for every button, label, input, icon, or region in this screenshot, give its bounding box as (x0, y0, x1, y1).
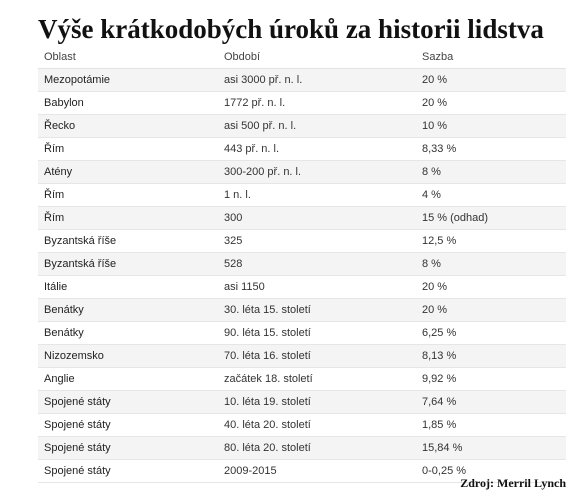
header-row: Oblast Období Sazba (38, 46, 566, 69)
cell-period: 1772 př. n. l. (218, 91, 416, 115)
cell-period: 90. léta 15. století (218, 321, 416, 345)
table-row: Řím 443 př. n. l. 8,33 % (38, 137, 566, 161)
table-row: Benátky 30. léta 15. století 20 % (38, 298, 566, 322)
cell-period: 300-200 př. n. l. (218, 160, 416, 184)
cell-rate: 4 % (416, 183, 566, 207)
cell-period: 528 (218, 252, 416, 276)
cell-region: Řím (38, 206, 218, 230)
cell-period: 40. léta 20. století (218, 413, 416, 437)
cell-period: asi 3000 př. n. l. (218, 68, 416, 92)
table-row: Byzantská říše 325 12,5 % (38, 229, 566, 253)
cell-period: 2009-2015 (218, 459, 416, 483)
cell-period: 443 př. n. l. (218, 137, 416, 161)
cell-rate: 9,92 % (416, 367, 566, 391)
table-row: Itálie asi 1150 20 % (38, 275, 566, 299)
cell-period: 10. léta 19. století (218, 390, 416, 414)
cell-period: 325 (218, 229, 416, 253)
cell-rate: 15,84 % (416, 436, 566, 460)
cell-region: Anglie (38, 367, 218, 391)
cell-period: asi 500 př. n. l. (218, 114, 416, 138)
column-header-period: Období (218, 46, 416, 69)
cell-rate: 7,64 % (416, 390, 566, 414)
cell-rate: 6,25 % (416, 321, 566, 345)
cell-rate: 20 % (416, 91, 566, 115)
cell-region: Benátky (38, 298, 218, 322)
table-row: Atény 300-200 př. n. l. 8 % (38, 160, 566, 184)
page-title: Výše krátkodobých úroků za historii lids… (38, 14, 544, 44)
cell-rate: 8 % (416, 160, 566, 184)
cell-region: Řím (38, 183, 218, 207)
cell-region: Benátky (38, 321, 218, 345)
table-body: Mezopotámie asi 3000 př. n. l. 20 % Babylon… (38, 68, 566, 483)
cell-period: začátek 18. století (218, 367, 416, 391)
cell-rate: 8 % (416, 252, 566, 276)
table-row: Spojené státy 2009-2015 0-0,25 % (38, 459, 566, 483)
table-row: Spojené státy 10. léta 19. století 7,64 % (38, 390, 566, 414)
table-row: Anglie začátek 18. století 9,92 % (38, 367, 566, 391)
cell-rate: 20 % (416, 298, 566, 322)
cell-rate: 0-0,25 % (416, 459, 566, 483)
cell-region: Nizozemsko (38, 344, 218, 368)
cell-region: Atény (38, 160, 218, 184)
source-credit: Zdroj: Merril Lynch (460, 476, 566, 490)
table-row: Spojené státy 40. léta 20. století 1,85 % (38, 413, 566, 437)
table-row: Řím 1 n. l. 4 % (38, 183, 566, 207)
interest-rate-table: Oblast Období Sazba Mezopotámie asi 3000 … (38, 46, 566, 483)
column-header-region: Oblast (38, 46, 218, 69)
cell-rate: 10 % (416, 114, 566, 138)
cell-region: Itálie (38, 275, 218, 299)
cell-rate: 1,85 % (416, 413, 566, 437)
cell-region: Spojené státy (38, 413, 218, 437)
cell-region: Byzantská říše (38, 252, 218, 276)
cell-period: 70. léta 16. století (218, 344, 416, 368)
table-row: Řecko asi 500 př. n. l. 10 % (38, 114, 566, 138)
table-row: Benátky 90. léta 15. století 6,25 % (38, 321, 566, 345)
cell-region: Spojené státy (38, 459, 218, 483)
cell-rate: 8,13 % (416, 344, 566, 368)
cell-region: Spojené státy (38, 436, 218, 460)
cell-rate: 20 % (416, 68, 566, 92)
cell-rate: 15 % (odhad) (416, 206, 566, 230)
cell-region: Babylon (38, 91, 218, 115)
table-row: Babylon 1772 př. n. l. 20 % (38, 91, 566, 115)
table-row: Řím 300 15 % (odhad) (38, 206, 566, 230)
table-row: Nizozemsko 70. léta 16. století 8,13 % (38, 344, 566, 368)
cell-region: Řecko (38, 114, 218, 138)
cell-period: 300 (218, 206, 416, 230)
table-row: Byzantská říše 528 8 % (38, 252, 566, 276)
cell-region: Spojené státy (38, 390, 218, 414)
cell-period: 30. léta 15. století (218, 298, 416, 322)
cell-region: Byzantská říše (38, 229, 218, 253)
table-header: Oblast Období Sazba (38, 46, 566, 69)
cell-rate: 20 % (416, 275, 566, 299)
interest-rate-table-container: Oblast Období Sazba Mezopotámie asi 3000 … (38, 46, 566, 483)
cell-region: Mezopotámie (38, 68, 218, 92)
cell-period: 80. léta 20. století (218, 436, 416, 460)
cell-period: 1 n. l. (218, 183, 416, 207)
column-header-rate: Sazba (416, 46, 566, 69)
cell-region: Řím (38, 137, 218, 161)
table-row: Mezopotámie asi 3000 př. n. l. 20 % (38, 68, 566, 92)
cell-period: asi 1150 (218, 275, 416, 299)
cell-rate: 8,33 % (416, 137, 566, 161)
table-row: Spojené státy 80. léta 20. století 15,84 % (38, 436, 566, 460)
cell-rate: 12,5 % (416, 229, 566, 253)
